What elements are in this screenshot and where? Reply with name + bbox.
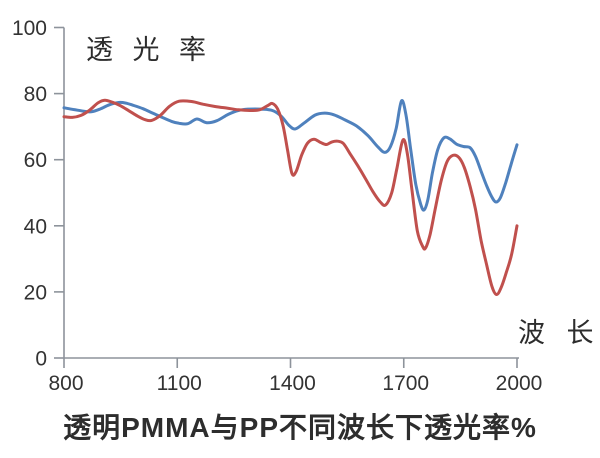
series-line-blue bbox=[62, 99, 519, 212]
y-axis-title: 透 光 率 bbox=[86, 35, 213, 65]
y-tick-label: 100 bbox=[12, 17, 47, 40]
y-tick-label: 60 bbox=[24, 149, 47, 172]
series-line-red bbox=[62, 98, 519, 296]
y-tick-label: 80 bbox=[24, 83, 47, 106]
x-axis-title: 波 长 bbox=[518, 318, 600, 348]
x-tick-label: 2000 bbox=[496, 372, 543, 395]
y-tick-label: 0 bbox=[35, 348, 47, 371]
chart-title: 透明PMMA与PP不同波长下透光率% bbox=[63, 412, 537, 443]
y-tick-label: 40 bbox=[24, 215, 47, 238]
y-tick-label: 20 bbox=[24, 281, 47, 304]
x-tick-label: 800 bbox=[48, 372, 83, 395]
x-tick-label: 1700 bbox=[382, 372, 429, 395]
x-tick-label: 1100 bbox=[157, 372, 202, 395]
x-tick-label: 1400 bbox=[269, 372, 316, 395]
